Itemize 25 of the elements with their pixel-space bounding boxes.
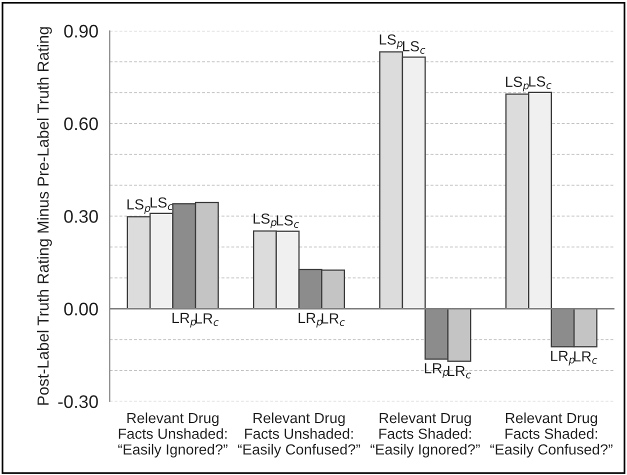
y-axis-title: Post-Label Truth Rating Minus Pre-Label Truth Rating xyxy=(37,27,52,405)
x-tick-label: Relevant Drug Facts Unshaded: “Easily Confused?” xyxy=(238,412,360,458)
text: LS$_{c}$ xyxy=(276,215,300,228)
series-label: LS$_{p}$ xyxy=(380,34,403,50)
series-label: LS$_{c}$ xyxy=(150,197,173,210)
text: LR$_{c}$ xyxy=(322,313,345,326)
series-label: LR$_{p}$ xyxy=(298,312,322,328)
x-tick-label: Relevant Drug Facts Shaded: “Easily Ignored?” xyxy=(370,412,480,458)
x-tick-label: Relevant Drug Facts Shaded: “Easily Confused?” xyxy=(490,412,612,458)
y-tick-label: 0.60 xyxy=(64,117,98,130)
text: LS$_{p}$ xyxy=(506,76,529,92)
y-tick-label: 0.90 xyxy=(64,24,98,38)
text: LS$_{p}$ xyxy=(254,213,276,228)
y-tick-label: 0.00 xyxy=(64,302,98,316)
text: LR$_{p}$ xyxy=(172,312,196,328)
series-label: LR$_{c}$ xyxy=(574,351,598,364)
y-tick-label: -0.30 xyxy=(58,395,98,408)
text: LS$_{p}$ xyxy=(127,199,150,214)
text: LS$_{c}$ xyxy=(529,76,552,90)
text: LR$_{c}$ xyxy=(448,366,472,378)
y-tick-label: 0.30 xyxy=(64,210,98,223)
x-tick-label: Relevant Drug Facts Unshaded: “Easily Ignored?” xyxy=(118,412,228,458)
text: LR$_{p}$ xyxy=(551,350,575,366)
text: LS$_{c}$ xyxy=(402,41,426,54)
text: LR$_{c}$ xyxy=(196,313,219,326)
